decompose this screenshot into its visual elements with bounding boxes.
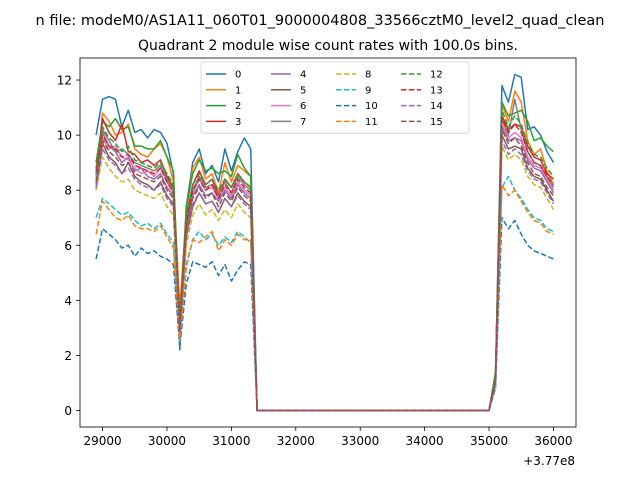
- x-tick-label-33000: 33000: [341, 434, 379, 448]
- series-line-0: [95, 73, 555, 412]
- series-line-8: [95, 145, 555, 412]
- legend-box: [200, 61, 470, 134]
- series-line-10: [95, 216, 554, 412]
- legend-label-8: 8: [365, 70, 371, 81]
- series-line-14: [95, 139, 555, 412]
- legend-label-13: 13: [430, 85, 443, 96]
- y-tick-label-10: 10: [57, 129, 72, 143]
- legend-label-11: 11: [365, 117, 378, 128]
- x-tick-label-35000: 35000: [470, 434, 508, 448]
- axes: 29000 30000 31000 32000 33000 34000 35000 36000…: [57, 57, 577, 448]
- x-tick-label-32000: 32000: [277, 434, 315, 448]
- legend-label-0: 0: [235, 70, 241, 81]
- series-line-12: [95, 109, 555, 412]
- x-tick-label-30000: 30000: [148, 434, 186, 448]
- series-line-7: [95, 98, 555, 412]
- legend-label-1: 1: [235, 85, 241, 96]
- x-axis-offset-label: +3.77e8: [523, 454, 575, 468]
- x-tick-label-36000: 36000: [534, 434, 572, 448]
- y-tick-label-8: 8: [64, 184, 72, 198]
- legend-label-10: 10: [365, 101, 378, 112]
- axes-frame: [79, 57, 577, 428]
- chart-title: Quadrant 2 module wise count rates with …: [138, 38, 518, 54]
- series-line-13: [95, 117, 555, 412]
- legend-label-9: 9: [365, 85, 371, 96]
- y-tick-label-12: 12: [57, 74, 72, 88]
- legend-label-4: 4: [300, 70, 306, 81]
- series-line-2: [95, 101, 554, 412]
- y-tick-label-6: 6: [64, 239, 72, 253]
- legend-label-12: 12: [430, 70, 443, 81]
- x-tick-label-34000: 34000: [406, 434, 444, 448]
- y-tick-label-2: 2: [64, 349, 72, 363]
- y-tick-label-4: 4: [64, 294, 72, 308]
- legend-label-15: 15: [430, 117, 443, 128]
- x-tick-label-29000: 29000: [83, 434, 121, 448]
- series-line-9: [95, 175, 554, 412]
- x-tick-label-31000: 31000: [212, 434, 250, 448]
- legend-label-3: 3: [235, 117, 241, 128]
- series-line-11: [95, 183, 554, 412]
- legend-label-6: 6: [300, 101, 306, 112]
- plot-lines: [95, 73, 555, 412]
- series-line-15: [95, 128, 555, 412]
- series-line-1: [95, 90, 555, 412]
- legend-label-2: 2: [235, 101, 241, 112]
- legend-label-7: 7: [300, 117, 306, 128]
- legend-label-5: 5: [300, 85, 306, 96]
- legend-label-14: 14: [430, 101, 443, 112]
- figure-suptitle: n file: modeM0/AS1A11_060T01_9000004808_…: [36, 13, 605, 29]
- y-tick-label-0: 0: [64, 404, 72, 418]
